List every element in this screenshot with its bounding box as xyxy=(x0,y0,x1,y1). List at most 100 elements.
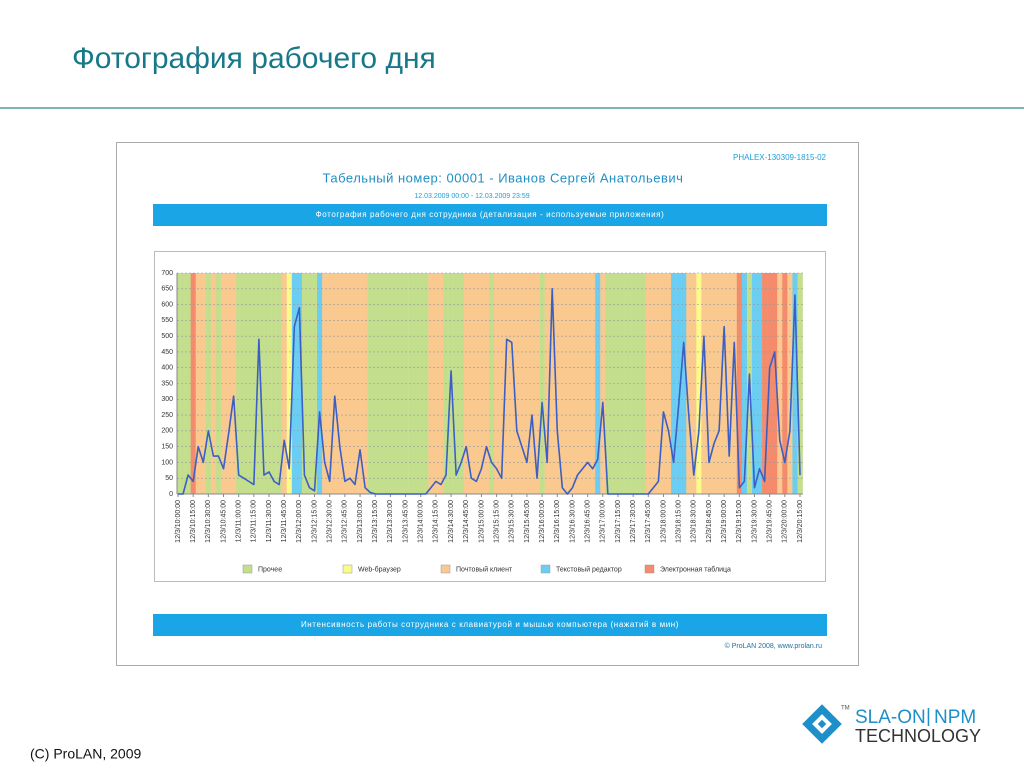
x-tick-label: 12/3/10:00:00 xyxy=(175,500,182,543)
activity-band xyxy=(413,273,419,494)
activity-band xyxy=(453,273,459,494)
activity-band xyxy=(296,273,303,494)
chart: 0 50 100 150 200 250 300 350 400 450 500 550 600 650 7… xyxy=(161,270,804,574)
activity-band xyxy=(660,273,667,494)
top-bar-text: Фотография рабочего дня сотрудника (дета… xyxy=(316,210,665,219)
x-tick-label: 12/3/14:30:00 xyxy=(448,500,455,543)
activity-band xyxy=(549,273,556,494)
activity-band xyxy=(544,273,550,494)
activity-band xyxy=(741,273,748,494)
activity-band xyxy=(220,273,227,494)
activity-band xyxy=(640,273,647,494)
bottom-bar xyxy=(153,614,827,636)
employee: Табельный номер: 00001 - Иванов Сергей А… xyxy=(323,170,684,185)
activity-band xyxy=(226,273,232,494)
y-tick-label: 300 xyxy=(161,396,173,403)
activity-band xyxy=(681,273,687,494)
x-tick-label: 12/3/16:45:00 xyxy=(584,500,591,543)
x-tick-label: 12/3/19:45:00 xyxy=(767,500,774,543)
activity-band xyxy=(337,273,343,494)
x-tick-label: 12/3/13:30:00 xyxy=(387,500,394,543)
x-tick-label: 12/3/11:45:00 xyxy=(281,500,288,542)
activity-band xyxy=(514,273,520,494)
legend-label: Прочее xyxy=(258,566,282,573)
activity-band xyxy=(246,273,252,494)
data-line xyxy=(178,287,801,495)
x-tick-label: 12/3/14:15:00 xyxy=(433,500,440,543)
activity-band xyxy=(590,273,596,494)
activity-band xyxy=(585,273,591,494)
x-tick-label: 12/3/17:15:00 xyxy=(615,500,622,543)
activity-band xyxy=(392,273,399,494)
report-code: PHALEX-130309-1815-02 xyxy=(733,153,827,162)
activity-band xyxy=(200,273,207,494)
activity-band xyxy=(317,273,323,494)
activity-band xyxy=(276,273,282,494)
activity-band xyxy=(797,273,803,494)
logo-tm: TM xyxy=(841,706,850,712)
y-tick-label: 600 xyxy=(161,301,173,308)
activity-band xyxy=(701,273,707,494)
x-tick-label: 12/3/14:45:00 xyxy=(463,500,470,543)
activity-band xyxy=(281,273,288,494)
x-tick-label: 12/3/20:15:00 xyxy=(797,500,804,543)
x-tick-label: 12/3/10:45:00 xyxy=(220,500,227,543)
x-tick-label: 12/3/12:15:00 xyxy=(311,500,318,543)
y-tick-label: 0 xyxy=(169,491,173,498)
x-tick-label: 12/3/16:30:00 xyxy=(569,500,576,543)
x-tick-label: 12/3/17:45:00 xyxy=(645,500,652,543)
x-tick-label: 12/3/19:00:00 xyxy=(721,500,728,543)
activity-band xyxy=(468,273,475,494)
activity-band xyxy=(185,273,191,494)
activity-band xyxy=(377,273,384,494)
x-tick-label: 12/3/20:00:00 xyxy=(782,500,789,543)
activity-band xyxy=(256,273,262,494)
bottom-bar-text: Интенсивность работы сотрудника с клавиа… xyxy=(301,620,679,629)
activity-band xyxy=(524,273,530,494)
activity-band xyxy=(736,273,743,494)
activity-band xyxy=(696,273,702,494)
footer: (C) ProLAN, 2009 xyxy=(30,746,141,762)
activity-band xyxy=(301,273,308,494)
activity-band xyxy=(762,273,768,494)
legend-swatch xyxy=(242,564,253,574)
activity-band xyxy=(397,273,404,494)
logo-separator: | xyxy=(926,706,931,727)
activity-band xyxy=(433,273,439,494)
activity-band xyxy=(205,273,212,494)
activity-band xyxy=(489,273,495,494)
y-tick-label: 50 xyxy=(165,475,173,482)
y-tick-label: 200 xyxy=(161,428,173,435)
activity-band xyxy=(529,273,535,494)
x-tick-label: 12/3/15:00:00 xyxy=(478,500,485,543)
activity-band xyxy=(645,273,652,494)
logo-product: NPM xyxy=(934,707,976,728)
x-tick-label: 12/3/19:30:00 xyxy=(751,500,758,543)
activity-band xyxy=(665,273,672,494)
period: 12.03.2009 00:00 - 12.03.2009 23:59 xyxy=(414,193,529,200)
x-tick-label: 12/3/12:45:00 xyxy=(342,500,349,543)
x-tick-label: 12/3/13:00:00 xyxy=(357,500,364,543)
x-tick-label: 12/3/15:45:00 xyxy=(524,500,531,543)
legend-label: Почтовый клиент xyxy=(456,565,513,573)
y-tick-label: 650 xyxy=(161,286,173,293)
activity-band xyxy=(564,273,571,494)
legend-swatch xyxy=(540,564,551,574)
x-tick-label: 12/3/18:45:00 xyxy=(706,500,713,543)
activity-band xyxy=(180,273,186,494)
y-tick-label: 400 xyxy=(161,365,173,372)
activity-band xyxy=(352,273,358,494)
x-tick-label: 12/3/19:15:00 xyxy=(736,500,743,543)
x-tick-label: 12/3/16:15:00 xyxy=(554,500,561,543)
y-tick-label: 100 xyxy=(161,459,173,466)
x-tick-label: 12/3/18:15:00 xyxy=(675,500,682,543)
x-tick-label: 12/3/10:30:00 xyxy=(205,500,212,543)
legend-swatch xyxy=(342,564,353,574)
copyright: © ProLAN 2008, www.prolan.ru xyxy=(725,642,822,650)
activity-band xyxy=(777,273,783,494)
activity-band xyxy=(372,273,379,494)
x-tick-label: 12/3/14:00:00 xyxy=(418,500,425,543)
x-tick-label: 12/3/11:30:00 xyxy=(266,500,273,542)
x-tick-label: 12/3/16:00:00 xyxy=(539,500,546,543)
